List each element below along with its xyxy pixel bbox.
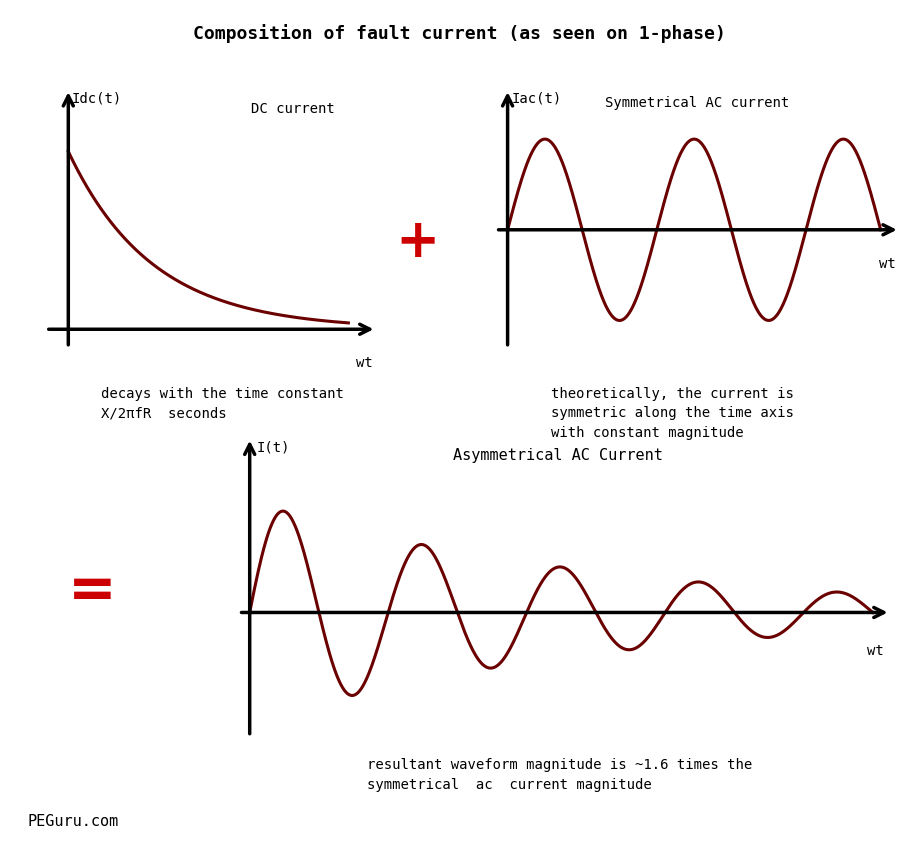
Text: I(t): I(t) — [256, 441, 290, 455]
Text: DC current: DC current — [251, 102, 334, 116]
Text: resultant waveform magnitude is ~1.6 times the
symmetrical  ac  current magnitud: resultant waveform magnitude is ~1.6 tim… — [367, 758, 753, 791]
Text: Idc(t): Idc(t) — [72, 92, 122, 106]
Text: wt: wt — [868, 644, 884, 658]
Text: decays with the time constant
X/2πfR  seconds: decays with the time constant X/2πfR sec… — [101, 387, 344, 420]
Text: PEGuru.com: PEGuru.com — [28, 813, 118, 829]
Text: Symmetrical AC current: Symmetrical AC current — [606, 95, 789, 110]
Text: Composition of fault current (as seen on 1-phase): Composition of fault current (as seen on… — [193, 24, 725, 42]
Text: theoretically, the current is
symmetric along the time axis
with constant magnit: theoretically, the current is symmetric … — [551, 387, 794, 439]
Text: =: = — [67, 562, 117, 620]
Text: +: + — [396, 216, 440, 269]
Text: Asymmetrical AC Current: Asymmetrical AC Current — [453, 448, 663, 463]
Text: wt: wt — [356, 356, 373, 371]
Text: Iac(t): Iac(t) — [511, 92, 562, 106]
Text: wt: wt — [879, 257, 896, 271]
